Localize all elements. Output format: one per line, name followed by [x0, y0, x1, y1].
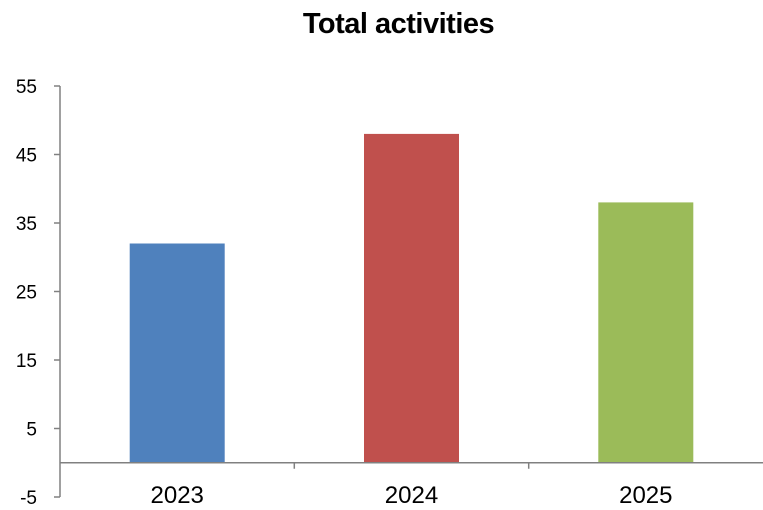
x-tick-label-2024: 2024	[385, 482, 438, 509]
y-tick-label: 5	[26, 420, 37, 441]
y-tick-label: 25	[16, 283, 37, 304]
x-tick-label-2025: 2025	[619, 482, 672, 509]
bar-2023	[129, 243, 225, 463]
x-tick-label-2023: 2023	[151, 482, 204, 509]
bars-layer	[129, 133, 694, 463]
axes-layer	[54, 85, 763, 498]
chart-title: Total activities	[302, 8, 495, 40]
y-tick-label: 15	[16, 351, 37, 372]
bar-2025	[598, 202, 694, 463]
y-tick-label: -5	[20, 488, 37, 509]
labels-layer: 2023 2024 2025 -5 5 15 25 35 45 55	[16, 77, 673, 509]
bar-2024	[364, 133, 459, 463]
y-tick-label: 35	[16, 214, 37, 235]
y-tick-label: 55	[16, 77, 37, 98]
y-tick-label: 45	[16, 146, 37, 167]
